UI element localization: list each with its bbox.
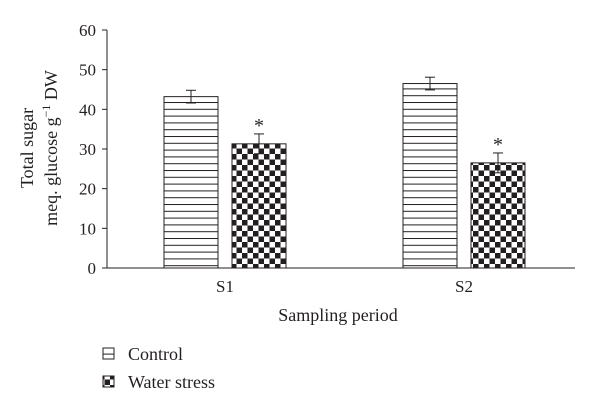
y-axis-title-line2: meq. glucose g−1 DW [39,70,61,226]
x-tick-label: S2 [455,277,473,296]
bars-layer: ** [163,76,526,269]
bar-water-stress-s1 [231,143,287,269]
legend-label: Control [128,344,183,364]
significance-marker: * [493,134,503,156]
y-tick-label: 60 [79,21,96,40]
y-tick-label: 0 [88,259,97,278]
bar-water-stress-s2 [470,162,526,269]
bar-control-s2 [402,83,458,269]
y-axis-title: Total sugar meq. glucose g−1 DW [17,70,61,226]
legend-swatch [102,347,115,360]
y-axis-title-line1: Total sugar [17,108,37,188]
axes: 0 10 20 30 40 50 60 S1 S2 [79,21,575,296]
bar-control-s1 [163,96,219,269]
y-tick-label: 10 [79,219,96,238]
y-tick-label: 20 [79,180,96,199]
x-axis-title: Sampling period [278,305,398,325]
significance-marker: * [254,115,264,137]
x-tick-label: S1 [216,277,234,296]
y-tick-label: 40 [79,100,96,119]
y-tick-label: 50 [79,61,96,80]
legend-label: Water stress [128,372,215,392]
y-tick-label: 30 [79,140,96,159]
legend-swatch [102,375,115,388]
legend: Control Water stress [102,344,215,392]
